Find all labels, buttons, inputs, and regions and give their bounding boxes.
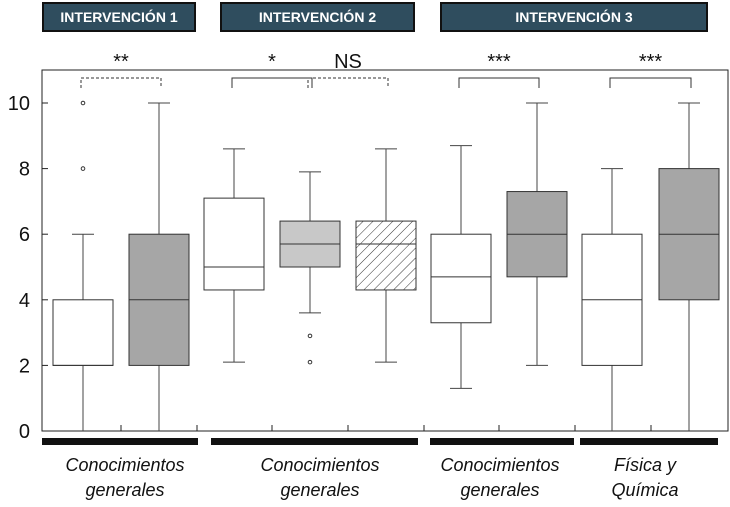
category-label-2: Conocimientos generales	[260, 455, 380, 500]
box-body	[203, 197, 265, 291]
category-label-1: Conocimientos generales	[65, 455, 185, 500]
category-label-4: Física y Química	[611, 455, 679, 500]
box-body	[355, 220, 417, 291]
box-9	[658, 102, 720, 431]
outlier-point	[307, 359, 313, 365]
group-header-intervencion-2: INTERVENCIÓN 2	[220, 2, 415, 32]
significance-label: ***	[487, 51, 511, 73]
box-body	[430, 233, 492, 324]
y-tick-label: 4	[19, 290, 30, 312]
box-7	[506, 102, 568, 366]
group-header-intervencion-3: INTERVENCIÓN 3	[440, 2, 708, 32]
significance-label: NS	[334, 51, 362, 73]
box-1	[52, 100, 114, 431]
y-tick-label: 0	[19, 421, 30, 443]
group-underline	[211, 438, 418, 445]
box-body	[52, 299, 114, 366]
significance-bracket	[231, 77, 313, 88]
y-tick-label: 2	[19, 355, 30, 377]
y-tick-label: 8	[19, 159, 30, 181]
significance-label: ***	[639, 51, 663, 73]
box-3	[203, 148, 265, 363]
outlier-point	[307, 333, 313, 339]
significance-bracket	[458, 77, 540, 88]
outlier-point	[80, 166, 86, 171]
group-underline	[430, 438, 574, 445]
plot-frame	[41, 69, 729, 432]
group-underline	[580, 438, 718, 445]
box-2	[128, 102, 190, 431]
significance-bracket	[609, 77, 692, 88]
box-4	[279, 171, 341, 365]
y-tick-label: 6	[19, 224, 30, 246]
box-8	[581, 168, 643, 431]
significance-label: **	[113, 51, 129, 73]
significance-label: *	[268, 51, 276, 73]
y-tick-label: 10	[8, 93, 30, 115]
significance-bracket	[307, 77, 389, 88]
outlier-point	[80, 100, 86, 106]
box-6	[430, 145, 492, 389]
group-header-intervencion-1: INTERVENCIÓN 1	[42, 2, 196, 32]
significance-bracket	[80, 77, 162, 88]
box-5	[355, 148, 417, 363]
group-underline	[42, 438, 198, 445]
category-label-3: Conocimientos generales	[440, 455, 560, 500]
